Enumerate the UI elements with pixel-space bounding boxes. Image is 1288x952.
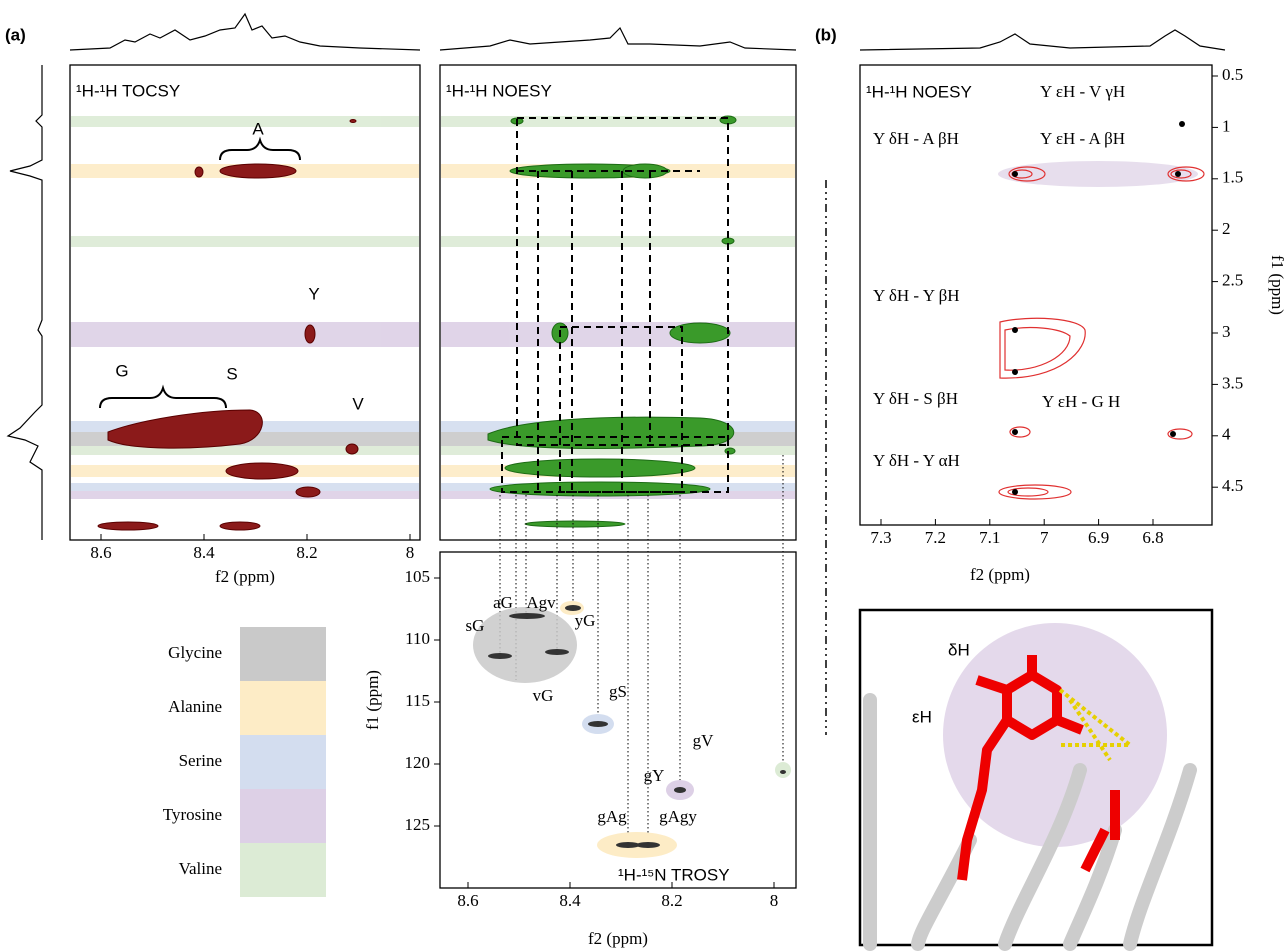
panel-title: ¹H-¹H NOESY: [866, 82, 972, 101]
y-tick-label: 110: [405, 629, 430, 648]
y-tick-label: 105: [405, 567, 431, 586]
peak-label: aG: [493, 593, 513, 612]
legend-label: Glycine: [168, 643, 222, 662]
peak-label: gS: [609, 682, 627, 701]
structure-label: δH: [948, 640, 970, 659]
y-tick-label: 1.5: [1222, 168, 1243, 187]
annotation: Y δH - A βH: [873, 129, 959, 148]
panel-label: (b): [815, 25, 837, 44]
x-tick-label: 7.2: [925, 528, 946, 547]
projection: [8, 65, 42, 540]
legend-label: Valine: [179, 859, 222, 878]
y-tick-label: 3: [1222, 322, 1231, 341]
projection: [440, 28, 796, 50]
x-tick-label: 6.8: [1142, 528, 1163, 547]
peak-label: sG: [466, 616, 485, 635]
legend-swatch: [240, 735, 326, 789]
trosy-peaks: [473, 601, 791, 858]
x-tick-label: 8.6: [90, 543, 111, 562]
peak-label: gAg: [597, 807, 627, 826]
y-tick-label: 0.5: [1222, 65, 1243, 84]
axis-label: f2 (ppm): [588, 929, 648, 948]
structure-label: εH: [912, 707, 932, 726]
peak-label: yG: [575, 611, 596, 630]
legend-swatch: [240, 789, 326, 843]
legend-swatch: [240, 627, 326, 681]
panel-title: ¹H-¹⁵N TROSY: [618, 865, 730, 884]
x-tick-label: 8.6: [457, 891, 478, 910]
y-tick-label: 4.5: [1222, 476, 1243, 495]
projection: [860, 30, 1225, 50]
panel-title: ¹H-¹H NOESY: [446, 81, 552, 100]
annotation: Y εH - A βH: [1040, 129, 1125, 148]
annotation: Y δH - Y βH: [873, 286, 960, 305]
y-tick-label: 115: [405, 691, 430, 710]
peak-label: A: [252, 119, 264, 138]
annotation: Y δH - S βH: [873, 389, 958, 408]
legend-label: Alanine: [168, 697, 222, 716]
peak-label: gAgy: [659, 807, 697, 826]
axis-label: f2 (ppm): [215, 567, 275, 586]
aromatic-peaks: [998, 121, 1204, 499]
legend-swatch: [240, 843, 326, 897]
x-tick-label: 8: [406, 543, 415, 562]
peak-label: S: [226, 364, 237, 383]
axis-label: f1 (ppm): [1268, 255, 1287, 315]
peak-label: gV: [693, 731, 715, 750]
structure-illustration: [870, 623, 1190, 944]
x-tick-label: 8.2: [296, 543, 317, 562]
annotation: Y εH - V γH: [1040, 82, 1125, 101]
y-tick-label: 2.5: [1222, 271, 1243, 290]
peak-label: gY: [644, 766, 665, 785]
legend-swatch: [240, 681, 326, 735]
y-tick-label: 1: [1222, 116, 1231, 135]
figure: (a) (b) ¹H-¹H TOCSY ¹H-¹H NOESY ¹H-¹⁵N TROSY…: [0, 0, 1288, 952]
connectors: [500, 180, 826, 845]
annotation: Y δH - Y αH: [873, 451, 960, 470]
peak-label: V: [352, 394, 364, 413]
y-tick-label: 2: [1222, 219, 1231, 238]
x-tick-label: 7: [1040, 528, 1049, 547]
y-tick-label: 120: [405, 753, 431, 772]
projection: [70, 14, 420, 50]
panel-title: ¹H-¹H TOCSY: [76, 81, 180, 100]
x-tick-label: 8: [770, 891, 779, 910]
peak-label: Y: [308, 284, 319, 303]
panel-label: (a): [5, 25, 26, 44]
peak-label: vG: [533, 686, 554, 705]
legend-label: Tyrosine: [163, 805, 222, 824]
peak-label: Agv: [526, 593, 556, 612]
axis-label: f2 (ppm): [970, 565, 1030, 584]
x-tick-label: 7.3: [870, 528, 891, 547]
x-tick-label: 8.4: [193, 543, 215, 562]
x-tick-label: 7.1: [979, 528, 1000, 547]
y-tick-label: 4: [1222, 425, 1231, 444]
annotation: Y εH - G H: [1042, 392, 1120, 411]
legend-label: Serine: [179, 751, 222, 770]
y-tick-label: 125: [405, 815, 431, 834]
y-tick-label: 3.5: [1222, 373, 1243, 392]
x-tick-label: 8.4: [559, 891, 581, 910]
x-tick-label: 6.9: [1088, 528, 1109, 547]
x-tick-label: 8.2: [661, 891, 682, 910]
axis-label: f1 (ppm): [363, 670, 382, 730]
peak-label: G: [115, 361, 128, 380]
